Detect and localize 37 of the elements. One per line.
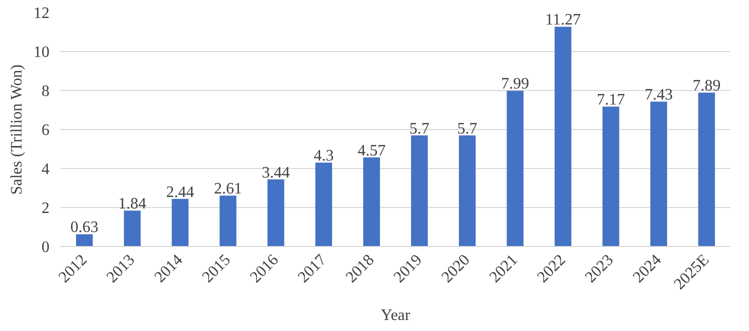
- y-tick-label: 6: [42, 122, 50, 139]
- data-label: 7.43: [644, 86, 673, 104]
- bar: [267, 179, 284, 246]
- y-tick-label: 2: [42, 200, 50, 217]
- bar: [554, 26, 572, 246]
- data-label: 11.27: [545, 12, 581, 29]
- bar: [315, 162, 332, 246]
- y-tick-label: 0: [42, 239, 50, 256]
- bar: [506, 90, 524, 246]
- data-label: 5.7: [409, 120, 430, 138]
- data-label: 7.17: [596, 92, 625, 109]
- data-label: 7.89: [692, 78, 721, 95]
- y-tick-label: 4: [42, 161, 50, 178]
- y-axis-title: Sales (Trillion Won): [8, 64, 26, 195]
- bar: [650, 102, 668, 246]
- data-label: 2.44: [166, 184, 194, 201]
- data-label: 4.3: [314, 148, 334, 165]
- data-label: 7.99: [501, 76, 530, 93]
- data-label: 0.63: [70, 219, 98, 236]
- data-label: 1.84: [118, 196, 146, 213]
- data-label: 3.44: [262, 164, 290, 182]
- bar: [76, 234, 93, 246]
- bar: [172, 198, 189, 246]
- bar: [220, 196, 236, 246]
- bar: [411, 135, 428, 246]
- data-label: 5.7: [457, 120, 478, 138]
- bar: [698, 92, 715, 246]
- bar: [363, 157, 380, 246]
- y-tick-label: 12: [34, 5, 50, 22]
- y-tick-label: 8: [42, 83, 50, 100]
- data-label: 2.61: [214, 180, 242, 198]
- y-tick-label: 10: [34, 44, 50, 61]
- x-axis-title: Year: [380, 307, 411, 324]
- bar: [602, 106, 620, 246]
- bar: [458, 135, 476, 246]
- bar: [124, 210, 141, 246]
- data-label: 4.57: [358, 142, 386, 160]
